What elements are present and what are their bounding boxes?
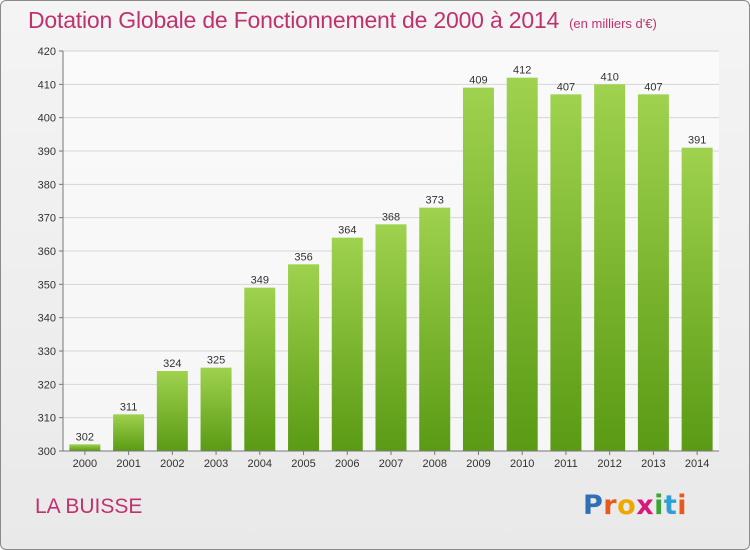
- bar: [637, 94, 669, 451]
- bar-value-label: 407: [644, 81, 662, 93]
- bar-value-label: 373: [426, 195, 444, 207]
- bar-value-label: 302: [76, 431, 94, 443]
- y-tick-label: 360: [38, 246, 56, 258]
- x-tick-label: 2004: [248, 458, 272, 470]
- x-tick-label: 2007: [379, 458, 403, 470]
- bar: [594, 84, 626, 451]
- x-tick-label: 2002: [160, 458, 184, 470]
- bar-value-label: 391: [688, 135, 706, 147]
- bar-value-label: 311: [120, 401, 138, 413]
- y-tick-label: 320: [38, 379, 56, 391]
- x-tick-label: 2013: [641, 458, 665, 470]
- bar: [681, 147, 713, 451]
- bar: [331, 237, 363, 451]
- y-tick-label: 310: [38, 413, 56, 425]
- bar: [200, 367, 232, 451]
- bar: [462, 87, 494, 452]
- chart-unit: (en milliers d'€): [569, 16, 657, 31]
- bar-value-label: 412: [513, 65, 531, 77]
- bar: [550, 94, 582, 451]
- x-tick-label: 2003: [204, 458, 228, 470]
- chart-title: Dotation Globale de Fonctionnement de 20…: [28, 7, 657, 34]
- bar-value-label: 349: [251, 275, 269, 287]
- bar-value-label: 356: [294, 251, 312, 263]
- x-tick-label: 2014: [685, 458, 709, 470]
- bar-value-label: 364: [338, 225, 356, 237]
- bar-value-label: 410: [600, 71, 618, 83]
- bar-value-label: 409: [469, 75, 487, 87]
- y-tick-label: 410: [38, 79, 56, 91]
- y-tick-label: 380: [38, 179, 56, 191]
- y-tick-label: 420: [38, 46, 56, 58]
- y-tick-label: 390: [38, 146, 56, 158]
- bar: [288, 264, 320, 451]
- x-tick-label: 2011: [554, 458, 578, 470]
- bar: [156, 371, 188, 451]
- bar: [419, 207, 451, 451]
- bar: [244, 287, 276, 451]
- x-tick-label: 2006: [335, 458, 359, 470]
- y-tick-label: 330: [38, 346, 56, 358]
- x-tick-label: 2000: [73, 458, 97, 470]
- y-tick-label: 370: [38, 213, 56, 225]
- bar: [69, 444, 101, 451]
- bar-value-label: 368: [382, 211, 400, 223]
- y-tick-label: 400: [38, 113, 56, 125]
- chart-title-text: Dotation Globale de Fonctionnement de 20…: [28, 7, 560, 33]
- proxiti-logo: Proxiti: [583, 490, 688, 521]
- bar: [506, 77, 538, 452]
- x-tick-label: 2009: [466, 458, 490, 470]
- bar-value-label: 407: [557, 81, 575, 93]
- y-tick-label: 300: [38, 446, 56, 458]
- y-tick-label: 350: [38, 279, 56, 291]
- bar: [375, 224, 407, 451]
- bar-value-label: 325: [207, 355, 225, 367]
- x-tick-label: 2005: [291, 458, 315, 470]
- commune-name: LA BUISSE: [35, 495, 143, 518]
- bar-value-label: 324: [163, 358, 181, 370]
- x-tick-label: 2008: [422, 458, 446, 470]
- x-tick-label: 2010: [510, 458, 534, 470]
- x-tick-label: 2012: [597, 458, 621, 470]
- x-tick-label: 2001: [116, 458, 140, 470]
- bar: [113, 414, 145, 451]
- y-tick-label: 340: [38, 313, 56, 325]
